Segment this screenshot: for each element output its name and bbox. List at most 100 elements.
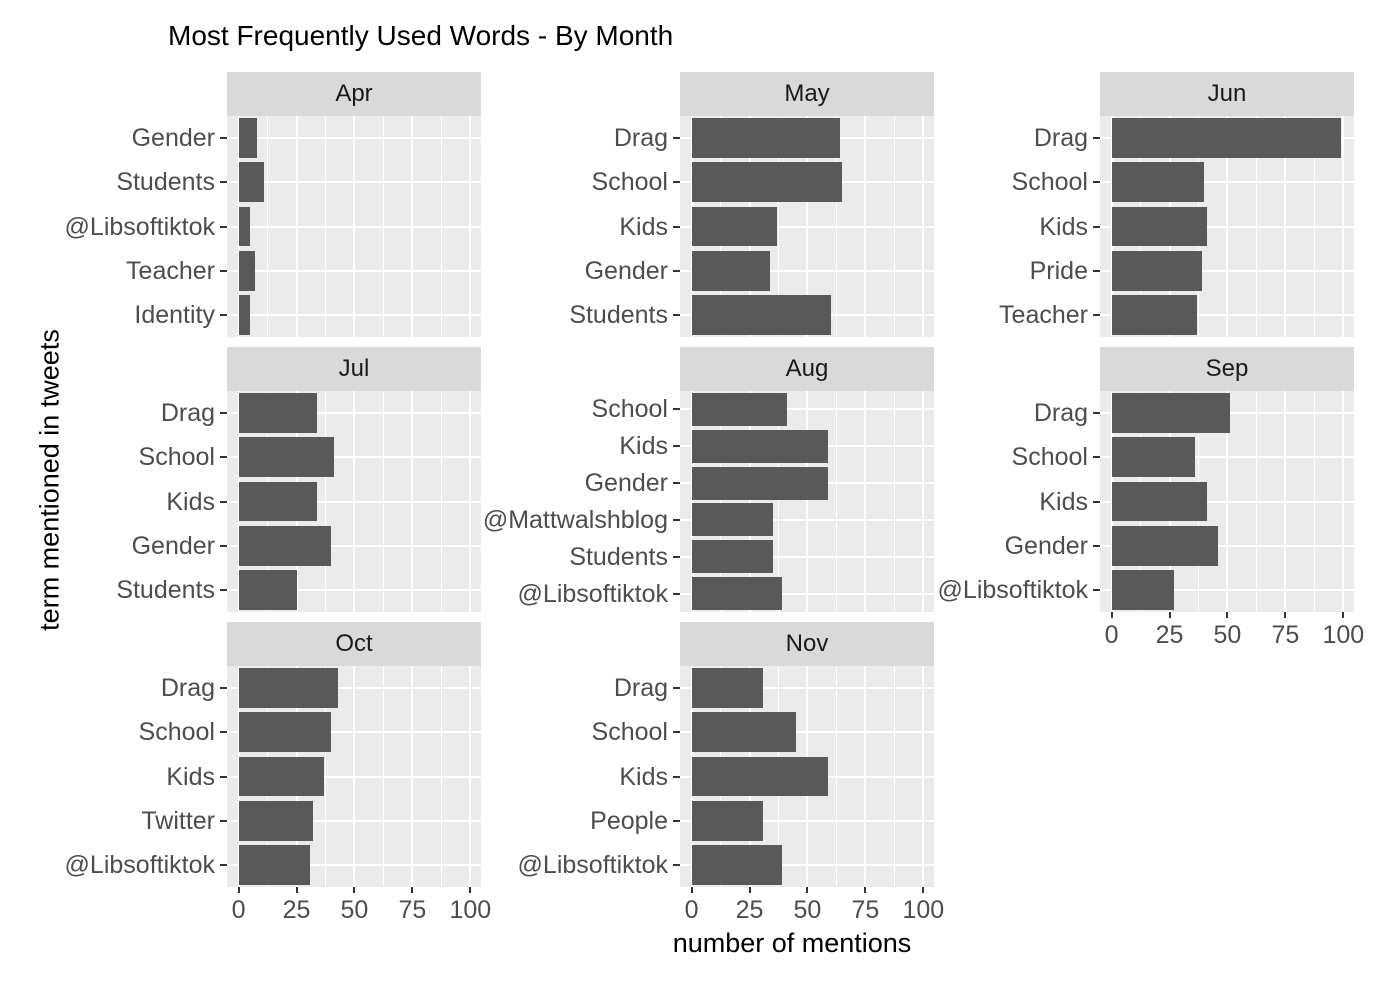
y-tick [673,592,680,595]
y-tick [220,731,227,734]
y-tick [673,863,680,866]
bar [691,668,764,708]
x-tick [806,887,809,893]
chart-title: Most Frequently Used Words - By Month [168,20,674,51]
category-label: Gender [131,531,215,560]
facet-label: Jun [1207,80,1247,107]
bar [238,437,334,478]
bar [1111,162,1205,203]
y-tick [1093,412,1100,415]
y-tick [1093,544,1100,547]
category-label: Gender [584,469,668,498]
gridline-major-horizontal [680,225,934,228]
x-tick [1226,612,1229,618]
category-label: Kids [619,212,668,241]
bar [238,668,339,708]
category-label: Gender [584,256,668,285]
bar [1111,570,1175,610]
bar [1111,295,1198,335]
facet-strip: Aug [680,347,934,391]
bar [238,845,311,885]
gridline-major-horizontal [1100,544,1354,547]
x-tick-label: 0 [684,896,699,924]
y-tick [673,181,680,184]
category-label: Kids [619,432,668,461]
y-tick [1093,269,1100,272]
facet-strip: Oct [227,622,481,666]
facet-panel [227,391,481,612]
bar [691,800,764,841]
gridline-major-horizontal [1100,181,1354,184]
category-label: Drag [160,674,215,703]
bar [238,393,318,433]
facet-panel [680,666,934,887]
y-tick [220,137,227,140]
y-tick [1093,500,1100,503]
gridline-major-horizontal [227,863,481,866]
gridline-major-vertical [806,391,809,612]
y-tick [673,482,680,485]
x-tick [1342,612,1345,618]
bar [238,206,251,247]
y-tick [220,181,227,184]
facet-label: May [784,80,830,107]
x-tick-label: 0 [1104,621,1119,649]
x-tick [1110,612,1113,618]
bar [691,540,773,574]
bar [691,577,782,611]
x-tick-label: 75 [851,896,880,924]
bar [691,118,840,158]
category-label: Identity [134,300,215,329]
gridline-major-horizontal [1100,313,1354,316]
gridline-major-horizontal [680,555,934,558]
gridline-major-vertical [690,391,693,612]
category-label: School [1011,443,1088,472]
y-tick [1093,456,1100,459]
bar [238,250,255,291]
x-tick-label: 25 [282,896,311,924]
bar [691,250,771,291]
x-tick-label: 100 [902,896,945,924]
y-tick [220,775,227,778]
x-tick [295,887,298,893]
gridline-major-horizontal [680,408,934,411]
category-label: Kids [1039,212,1088,241]
gridline-major-horizontal [680,687,934,690]
gridline-major-horizontal [227,775,481,778]
facet-strip: Nov [680,622,934,666]
category-label: Kids [166,762,215,791]
category-label: School [138,443,215,472]
gridline-major-horizontal [680,863,934,866]
y-tick [673,518,680,521]
category-label: Drag [160,399,215,428]
bar [238,481,318,522]
gridline-major-horizontal [1100,269,1354,272]
gridline-major-horizontal [227,181,481,184]
gridline-major-horizontal [1100,588,1354,591]
y-tick [220,456,227,459]
facet-panel [1100,116,1354,337]
x-tick-label: 100 [1322,621,1365,649]
y-tick [673,313,680,316]
y-tick [673,687,680,690]
bar [238,756,325,797]
x-tick-label: 75 [1271,621,1300,649]
x-tick [922,887,925,893]
gridline-major-vertical [748,391,751,612]
bar [691,429,829,463]
x-tick-label: 50 [1213,621,1242,649]
gridline-major-vertical [864,391,867,612]
x-tick-label: 0 [231,896,246,924]
category-label: School [138,718,215,747]
category-label: School [591,395,668,424]
category-label: Kids [619,762,668,791]
gridline-major-horizontal [680,731,934,734]
bar [1111,206,1207,247]
facet-strip: Jul [227,347,481,391]
bar [691,162,843,203]
gridline-major-horizontal [227,731,481,734]
facet-label: Jul [338,355,370,382]
gridline-major-horizontal [227,500,481,503]
gridline-minor-vertical [893,391,895,612]
